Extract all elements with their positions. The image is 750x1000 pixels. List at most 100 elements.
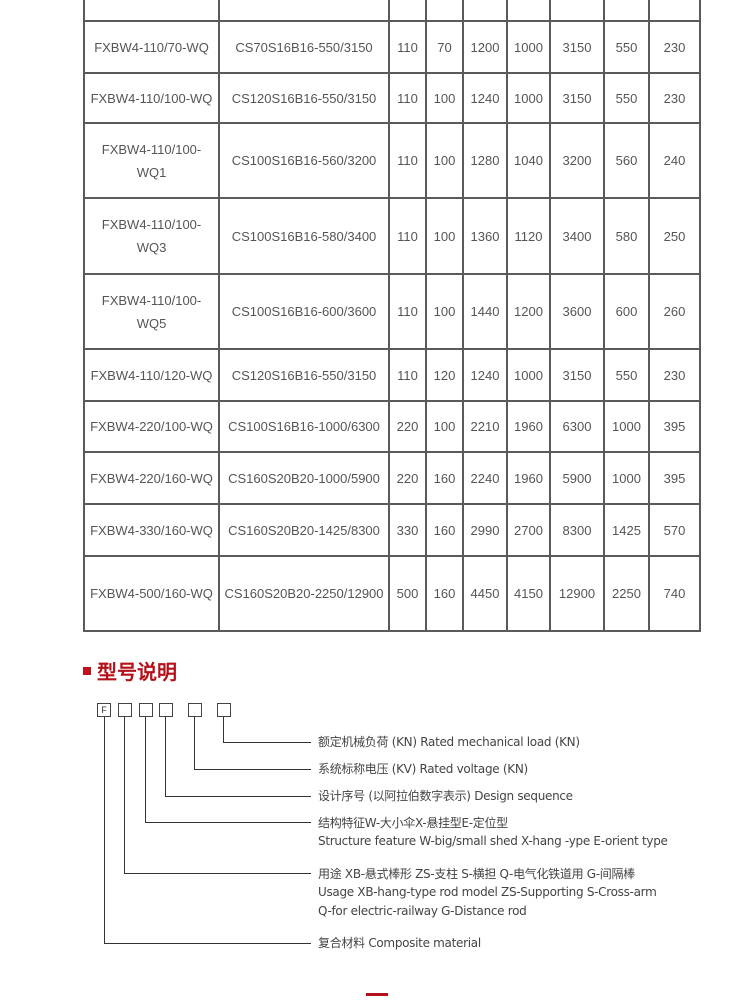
table-cell: 120 [425, 348, 464, 402]
table-cell: 740 [648, 555, 701, 632]
label-rated-load: 额定机械负荷 (KN) Rated mechanical load (KN) [318, 735, 580, 749]
table-cell: 110 [388, 122, 427, 199]
table-cell [83, 0, 220, 22]
table-cell: 1120 [506, 197, 551, 275]
table-cell: FXBW4-110/100-WQ1 [83, 122, 220, 199]
table-cell [603, 0, 650, 22]
model-box [159, 703, 173, 717]
spec-table: FXBW4-110/70-WQ CS70S16B16-550/3150 110 70 1… [83, 0, 701, 632]
table-cell: CS100S16B16-1000/6300 [218, 400, 390, 453]
table-cell: 1000 [603, 400, 650, 453]
connector-line [165, 796, 311, 797]
table-cell: 1000 [506, 72, 551, 124]
table-cell: 2240 [462, 451, 508, 505]
section-heading: 型号说明 [83, 656, 177, 685]
table-row: FXBW4-220/160-WQ CS160S20B20-1000/5900 220… [83, 451, 701, 505]
table-cell: CS100S16B16-580/3400 [218, 197, 390, 275]
table-cell [388, 0, 427, 22]
connector-line [124, 873, 311, 874]
table-cell: 12900 [549, 555, 605, 632]
table-row: FXBW4-500/160-WQ CS160S20B20-2250/12900 50… [83, 555, 701, 632]
label-usage-cn: 用途 XB-悬式棒形 ZS-支柱 S-横担 Q-电气化铁道用 G-间隔棒 [318, 867, 635, 881]
table-cell: 550 [603, 72, 650, 124]
table-cell: 220 [388, 451, 427, 505]
table-cell [425, 0, 464, 22]
table-cell: 110 [388, 20, 427, 74]
table-cell: FXBW4-330/160-WQ [83, 503, 220, 557]
table-cell: 110 [388, 197, 427, 275]
table-cell [462, 0, 508, 22]
table-cell: 5900 [549, 451, 605, 505]
table-row: FXBW4-110/100-WQ3 CS100S16B16-580/3400 110… [83, 197, 701, 275]
table-cell [549, 0, 605, 22]
table-cell: 3150 [549, 20, 605, 74]
table-cell: 600 [603, 273, 650, 350]
table-cell: 1425 [603, 503, 650, 557]
table-cell: FXBW4-110/120-WQ [83, 348, 220, 402]
table-cell: 110 [388, 72, 427, 124]
table-cell: FXBW4-110/100-WQ3 [83, 197, 220, 275]
table-cell [218, 0, 390, 22]
table-cell: 1960 [506, 400, 551, 453]
table-cell: 395 [648, 400, 701, 453]
label-usage-en-1: Usage XB-hang-type rod model ZS-Supporti… [318, 885, 657, 899]
table-cell: FXBW4-110/70-WQ [83, 20, 220, 74]
table-cell: 1240 [462, 72, 508, 124]
table-cell: 330 [388, 503, 427, 557]
table-cell: CS100S16B16-600/3600 [218, 273, 390, 350]
table-cell: FXBW4-500/160-WQ [83, 555, 220, 632]
table-cell: 110 [388, 273, 427, 350]
table-cell: CS70S16B16-550/3150 [218, 20, 390, 74]
table-cell: 100 [425, 122, 464, 199]
model-box [118, 703, 132, 717]
table-row: FXBW4-110/120-WQ CS120S16B16-550/3150 110 1… [83, 348, 701, 402]
connector-line [223, 717, 224, 742]
table-cell: 1240 [462, 348, 508, 402]
table-cell: 1040 [506, 122, 551, 199]
table-cell: 550 [603, 348, 650, 402]
table-cell: CS160S20B20-1000/5900 [218, 451, 390, 505]
table-cell: 570 [648, 503, 701, 557]
table-cell: 70 [425, 20, 464, 74]
table-cell: FXBW4-220/100-WQ [83, 400, 220, 453]
table-cell: 560 [603, 122, 650, 199]
model-box [139, 703, 153, 717]
table-cell [506, 0, 551, 22]
model-box [188, 703, 202, 717]
table-cell: 160 [425, 451, 464, 505]
table-row: FXBW4-110/100-WQ5 CS100S16B16-600/3600 110… [83, 273, 701, 350]
table-row: FXBW4-110/100-WQ CS120S16B16-550/3150 110 1… [83, 72, 701, 124]
table-cell: 260 [648, 273, 701, 350]
table-cell: 1280 [462, 122, 508, 199]
table-cell: 550 [603, 20, 650, 74]
table-cell: 1360 [462, 197, 508, 275]
label-usage-en-2: Q-for electric-railway G-Distance rod [318, 904, 527, 918]
label-structure-en: Structure feature W-big/small shed X-han… [318, 834, 668, 848]
table-cell: CS100S16B16-560/3200 [218, 122, 390, 199]
table-cell: 230 [648, 20, 701, 74]
connector-line [165, 717, 166, 796]
table-cell: 160 [425, 503, 464, 557]
table-cell: 8300 [549, 503, 605, 557]
table-cell: 2700 [506, 503, 551, 557]
table-cell: 100 [425, 197, 464, 275]
connector-line [194, 717, 195, 769]
table-cell: 395 [648, 451, 701, 505]
connector-line [145, 717, 146, 822]
table-cell: CS120S16B16-550/3150 [218, 72, 390, 124]
table-row: FXBW4-110/70-WQ CS70S16B16-550/3150 110 70 1… [83, 20, 701, 74]
table-cell: 4450 [462, 555, 508, 632]
connector-line [145, 822, 311, 823]
table-cell: 3150 [549, 72, 605, 124]
table-cell: 160 [425, 555, 464, 632]
table-row [83, 0, 701, 22]
table-row: FXBW4-220/100-WQ CS100S16B16-1000/6300 220… [83, 400, 701, 453]
table-cell: 1200 [462, 20, 508, 74]
section-title: 型号说明 [97, 660, 177, 684]
connector-line [223, 742, 311, 743]
table-cell: 6300 [549, 400, 605, 453]
table-cell: 100 [425, 400, 464, 453]
connector-line [104, 717, 105, 943]
table-cell: FXBW4-220/160-WQ [83, 451, 220, 505]
table-cell: 1960 [506, 451, 551, 505]
